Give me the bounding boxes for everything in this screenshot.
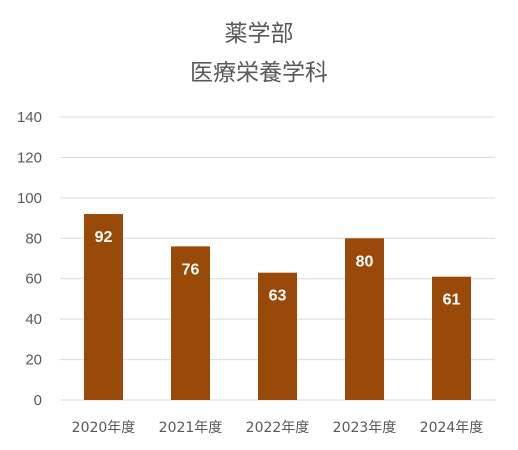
x-category-label: 2022年度 — [246, 420, 310, 436]
y-tick-label: 20 — [25, 352, 42, 369]
bar — [432, 276, 471, 400]
x-category-label: 2021年度 — [159, 420, 223, 436]
bar — [171, 246, 210, 400]
y-tick-label: 140 — [17, 109, 42, 126]
y-tick-label: 40 — [25, 311, 42, 328]
x-category-label: 2023年度 — [333, 420, 397, 436]
bars — [84, 214, 471, 400]
chart-title-line-1: 薬学部 — [225, 21, 294, 47]
y-tick-label: 60 — [25, 271, 42, 288]
bar-value-label: 63 — [269, 288, 287, 305]
y-tick-label: 80 — [25, 230, 42, 247]
bar — [84, 214, 123, 400]
x-category-label: 2020年度 — [72, 420, 136, 436]
bar — [258, 272, 297, 400]
chart-title-line-2: 医療栄養学科 — [190, 60, 328, 86]
y-tick-label: 120 — [17, 149, 42, 166]
data-labels: 92 76 63 80 61 — [95, 229, 461, 309]
bar-value-label: 80 — [356, 253, 374, 270]
y-axis-ticks: 0 20 40 60 80 100 120 140 — [17, 109, 42, 409]
x-axis-categories: 2020年度 2021年度 2022年度 2023年度 2024年度 — [72, 420, 484, 436]
bar-value-label: 92 — [95, 229, 113, 246]
x-category-label: 2024年度 — [420, 420, 484, 436]
y-tick-label: 100 — [17, 190, 42, 207]
bar-value-label: 61 — [443, 292, 461, 309]
bar-value-label: 76 — [182, 261, 200, 278]
bar — [345, 238, 384, 400]
y-tick-label: 0 — [34, 392, 42, 409]
